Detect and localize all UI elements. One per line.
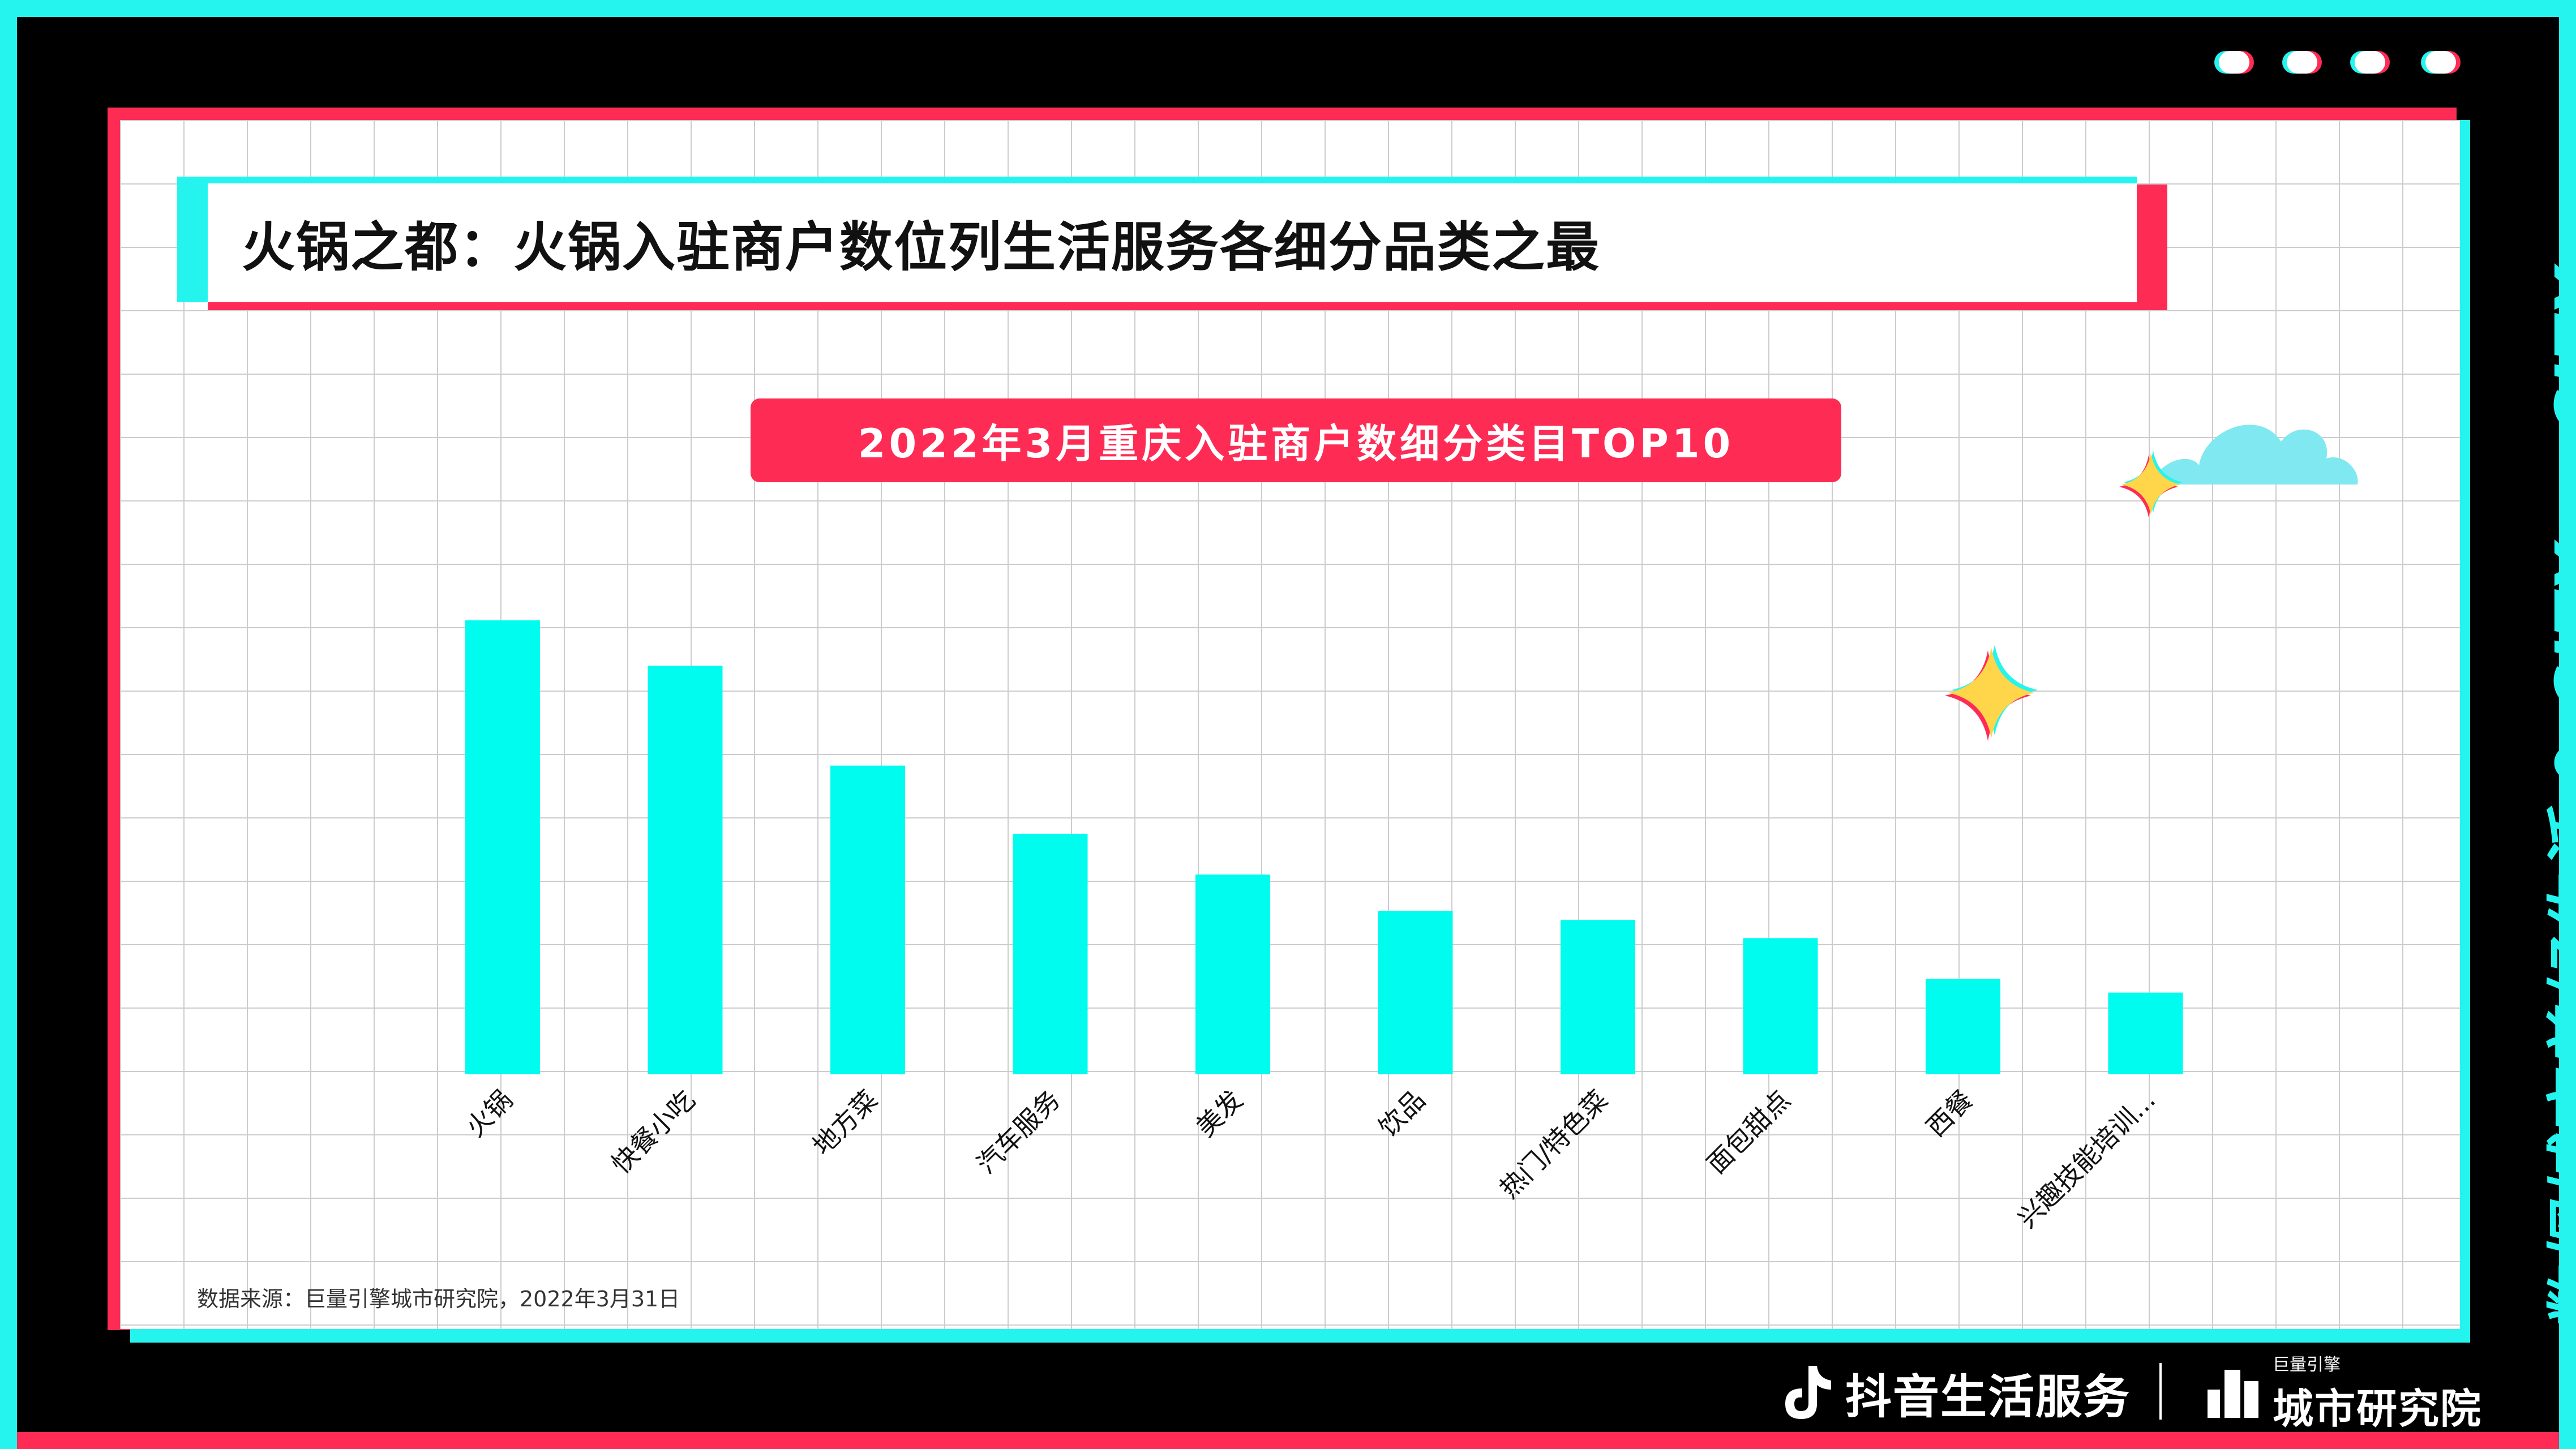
bar-0 <box>465 620 540 1074</box>
douyin-life-service-logo: 抖音生活服务 <box>1777 1358 2131 1426</box>
category-label-8: 西餐 <box>1921 1084 1979 1143</box>
bar-6 <box>1561 920 1635 1074</box>
category-label-3: 汽车服务 <box>971 1084 1066 1180</box>
left-edge-stripe <box>0 0 17 1449</box>
bottom-edge-stripe <box>0 1432 2576 1449</box>
category-label-7: 面包甜点 <box>1701 1084 1796 1180</box>
footer-divider <box>2159 1363 2162 1420</box>
data-source-note: 数据来源：巨量引擎城市研究院，2022年3月31日 <box>197 1287 680 1311</box>
right-edge-stripe <box>2559 0 2576 1449</box>
bar-9 <box>2108 992 2183 1074</box>
cloud-icon <box>2150 425 2358 485</box>
bar-5 <box>1378 911 1453 1074</box>
category-label-0: 火锅 <box>460 1084 518 1143</box>
category-label-9: 兴趣技能培训... <box>2012 1084 2161 1234</box>
side-slogan: 数探城市美好生活 ⚲ CITY ···CITY <box>2542 265 2576 1336</box>
bar-7 <box>1743 938 1818 1074</box>
brand1-label: 抖音生活服务 <box>1845 1370 2131 1424</box>
window-dot-1 <box>2219 51 2249 74</box>
sparkle-icon-large <box>1945 645 2038 741</box>
window-dot-3 <box>2355 51 2385 74</box>
category-label-4: 美发 <box>1190 1084 1249 1143</box>
bar-8 <box>1926 979 2000 1074</box>
douyin-note-icon <box>1785 1366 1831 1419</box>
category-label-5: 饮品 <box>1373 1084 1431 1143</box>
bar-3 <box>1013 833 1088 1074</box>
window-dot-2 <box>2287 51 2317 74</box>
chart-title-banner: 2022年3月重庆入驻商户数细分类目TOP10 <box>751 398 1841 482</box>
chart-title: 2022年3月重庆入驻商户数细分类目TOP10 <box>858 420 1734 467</box>
category-labels-layer: 火锅 快餐小吃 地方菜 汽车服务 美发 饮品 热门/特色菜 面包甜点 西餐 兴趣技能培训... <box>460 1084 2162 1234</box>
city-buildings-icon <box>2208 1370 2258 1418</box>
category-label-1: 快餐小吃 <box>606 1084 701 1180</box>
city-research-logo: 巨量引擎 城市研究院 <box>2205 1355 2482 1433</box>
category-label-2: 地方菜 <box>807 1084 884 1161</box>
brand2-big-label: 城市研究院 <box>2273 1384 2483 1433</box>
window-dot-4 <box>2425 51 2456 74</box>
bars-layer <box>465 620 2183 1074</box>
brand2-small-label: 巨量引擎 <box>2273 1354 2341 1375</box>
bar-1 <box>648 666 723 1074</box>
category-label-6: 热门/特色菜 <box>1494 1084 1614 1204</box>
page-title: 火锅之都：火锅入驻商户数位列生活服务各细分品类之最 <box>242 217 1601 278</box>
title-box: 火锅之都：火锅入驻商户数位列生活服务各细分品类之最 <box>208 183 2137 302</box>
sparkle-icon-small <box>2119 451 2183 517</box>
bar-2 <box>830 765 905 1074</box>
top-edge-stripe <box>0 0 2576 17</box>
bar-4 <box>1195 874 1270 1074</box>
